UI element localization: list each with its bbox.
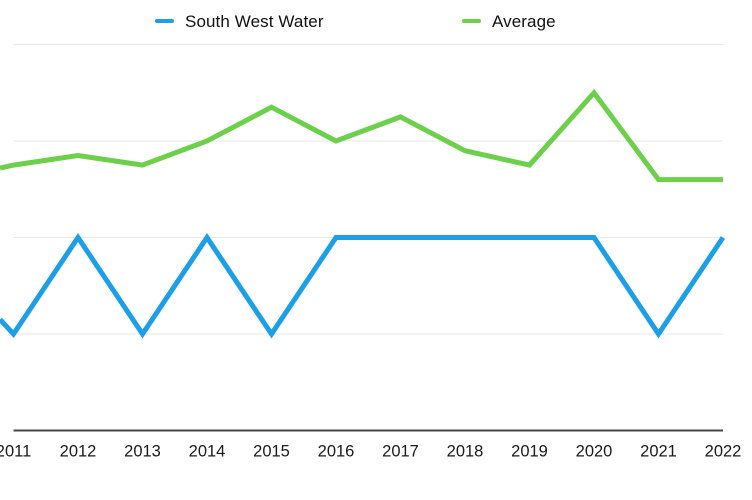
x-axis-tick-labels: 2011 2012 2013 2014 2015 2016 2017 2018 2019 2020… <box>0 443 741 461</box>
x-tick-label: 2014 <box>189 443 226 461</box>
legend-item-average[interactable]: Average <box>462 4 556 38</box>
x-tick-label: 2021 <box>640 443 677 461</box>
legend-label-average: Average <box>492 11 556 31</box>
x-tick-label: 2011 <box>0 443 31 461</box>
x-tick-label: 2022 <box>705 443 742 461</box>
series-line-average[interactable] <box>0 88 723 183</box>
x-tick-label: 2020 <box>576 443 613 461</box>
x-tick-label: 2015 <box>253 443 290 461</box>
gridlines <box>13 44 723 335</box>
legend-swatch-average <box>462 18 481 24</box>
x-tick-label: 2013 <box>124 443 161 461</box>
x-tick-label: 2016 <box>318 443 355 461</box>
series-line-south-west-water[interactable] <box>0 233 726 339</box>
x-tick-label: 2019 <box>511 443 548 461</box>
legend-item-south-west-water[interactable]: South West Water <box>155 4 324 38</box>
legend-label-south-west-water: South West Water <box>185 11 324 31</box>
x-tick-label: 2017 <box>382 443 419 461</box>
chart-legend: South West Water Average <box>0 0 752 38</box>
legend-swatch-south-west-water <box>155 18 174 24</box>
x-tick-label: 2018 <box>447 443 484 461</box>
series-lines <box>0 88 726 339</box>
x-tick-label: 2012 <box>60 443 97 461</box>
